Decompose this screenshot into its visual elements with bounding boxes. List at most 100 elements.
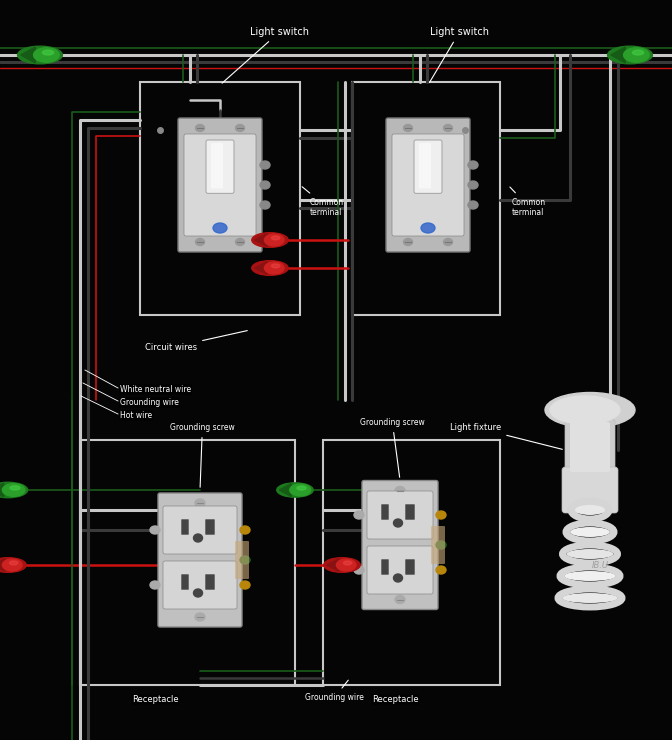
Ellipse shape xyxy=(564,571,616,581)
Ellipse shape xyxy=(297,486,306,490)
FancyBboxPatch shape xyxy=(181,519,189,534)
FancyBboxPatch shape xyxy=(163,561,237,609)
FancyBboxPatch shape xyxy=(367,546,433,594)
Ellipse shape xyxy=(271,264,280,268)
Text: Common
terminal: Common terminal xyxy=(302,186,344,217)
Ellipse shape xyxy=(562,593,618,603)
Ellipse shape xyxy=(235,238,245,246)
FancyBboxPatch shape xyxy=(565,419,615,475)
Ellipse shape xyxy=(34,48,59,62)
Ellipse shape xyxy=(343,561,352,565)
Ellipse shape xyxy=(444,238,452,246)
Polygon shape xyxy=(327,559,339,571)
Ellipse shape xyxy=(324,558,360,572)
Ellipse shape xyxy=(240,556,250,564)
Ellipse shape xyxy=(0,558,26,572)
Text: Receptacle: Receptacle xyxy=(372,695,418,704)
Ellipse shape xyxy=(395,486,405,494)
FancyBboxPatch shape xyxy=(181,574,189,590)
Ellipse shape xyxy=(195,613,205,621)
Text: Hot wire: Hot wire xyxy=(120,411,152,420)
Ellipse shape xyxy=(0,482,28,498)
Ellipse shape xyxy=(421,223,435,233)
Ellipse shape xyxy=(264,262,284,274)
Ellipse shape xyxy=(9,561,17,565)
Ellipse shape xyxy=(150,581,160,589)
FancyBboxPatch shape xyxy=(382,505,388,519)
Ellipse shape xyxy=(468,201,478,209)
FancyBboxPatch shape xyxy=(414,140,442,193)
Ellipse shape xyxy=(260,201,270,209)
Text: White neutral wire: White neutral wire xyxy=(120,385,191,394)
Ellipse shape xyxy=(354,511,364,519)
Polygon shape xyxy=(255,262,267,275)
Polygon shape xyxy=(0,559,5,571)
Ellipse shape xyxy=(354,566,364,574)
Ellipse shape xyxy=(337,559,356,571)
Text: Common
terminal: Common terminal xyxy=(510,187,546,217)
Ellipse shape xyxy=(290,484,310,496)
Ellipse shape xyxy=(10,485,20,490)
Ellipse shape xyxy=(394,574,403,582)
Ellipse shape xyxy=(252,260,288,275)
Ellipse shape xyxy=(566,549,614,559)
FancyBboxPatch shape xyxy=(570,422,610,472)
FancyBboxPatch shape xyxy=(367,491,433,539)
Ellipse shape xyxy=(444,124,452,132)
Polygon shape xyxy=(280,483,291,497)
Text: Light switch: Light switch xyxy=(222,27,309,83)
Polygon shape xyxy=(611,47,625,63)
Text: Grounding screw: Grounding screw xyxy=(360,418,425,477)
Polygon shape xyxy=(21,47,35,63)
FancyBboxPatch shape xyxy=(386,118,470,252)
Polygon shape xyxy=(255,234,267,246)
Ellipse shape xyxy=(468,181,478,189)
Ellipse shape xyxy=(403,238,413,246)
Text: Grounding screw: Grounding screw xyxy=(170,423,235,487)
Text: Circuit wires: Circuit wires xyxy=(145,331,247,352)
Ellipse shape xyxy=(235,124,245,132)
Ellipse shape xyxy=(194,589,202,597)
Text: IB.U: IB.U xyxy=(591,560,609,570)
Ellipse shape xyxy=(394,519,403,527)
Ellipse shape xyxy=(395,596,405,604)
Polygon shape xyxy=(0,483,4,497)
Ellipse shape xyxy=(150,526,160,534)
Ellipse shape xyxy=(436,511,446,519)
Ellipse shape xyxy=(624,48,649,62)
Ellipse shape xyxy=(252,232,288,247)
FancyBboxPatch shape xyxy=(206,519,214,534)
Ellipse shape xyxy=(632,50,644,55)
Ellipse shape xyxy=(264,234,284,246)
Ellipse shape xyxy=(260,161,270,169)
FancyBboxPatch shape xyxy=(211,143,223,189)
Ellipse shape xyxy=(545,392,635,428)
FancyBboxPatch shape xyxy=(392,134,464,236)
Ellipse shape xyxy=(271,236,280,240)
Ellipse shape xyxy=(3,559,22,571)
Ellipse shape xyxy=(196,124,204,132)
FancyBboxPatch shape xyxy=(419,143,431,189)
FancyBboxPatch shape xyxy=(562,467,618,513)
Ellipse shape xyxy=(194,534,202,542)
Ellipse shape xyxy=(240,526,250,534)
FancyBboxPatch shape xyxy=(184,134,256,236)
FancyBboxPatch shape xyxy=(405,505,415,519)
FancyBboxPatch shape xyxy=(178,118,262,252)
Ellipse shape xyxy=(42,50,54,55)
Ellipse shape xyxy=(195,499,205,507)
Ellipse shape xyxy=(607,46,653,64)
FancyBboxPatch shape xyxy=(206,574,214,590)
Ellipse shape xyxy=(240,581,250,589)
Text: Grounding wire: Grounding wire xyxy=(305,680,364,702)
FancyBboxPatch shape xyxy=(362,480,438,610)
FancyBboxPatch shape xyxy=(431,526,445,564)
Ellipse shape xyxy=(570,527,610,537)
FancyBboxPatch shape xyxy=(163,506,237,554)
Ellipse shape xyxy=(403,124,413,132)
Ellipse shape xyxy=(277,483,313,497)
FancyBboxPatch shape xyxy=(206,140,234,193)
FancyBboxPatch shape xyxy=(235,541,249,579)
Ellipse shape xyxy=(468,161,478,169)
Ellipse shape xyxy=(550,396,620,424)
